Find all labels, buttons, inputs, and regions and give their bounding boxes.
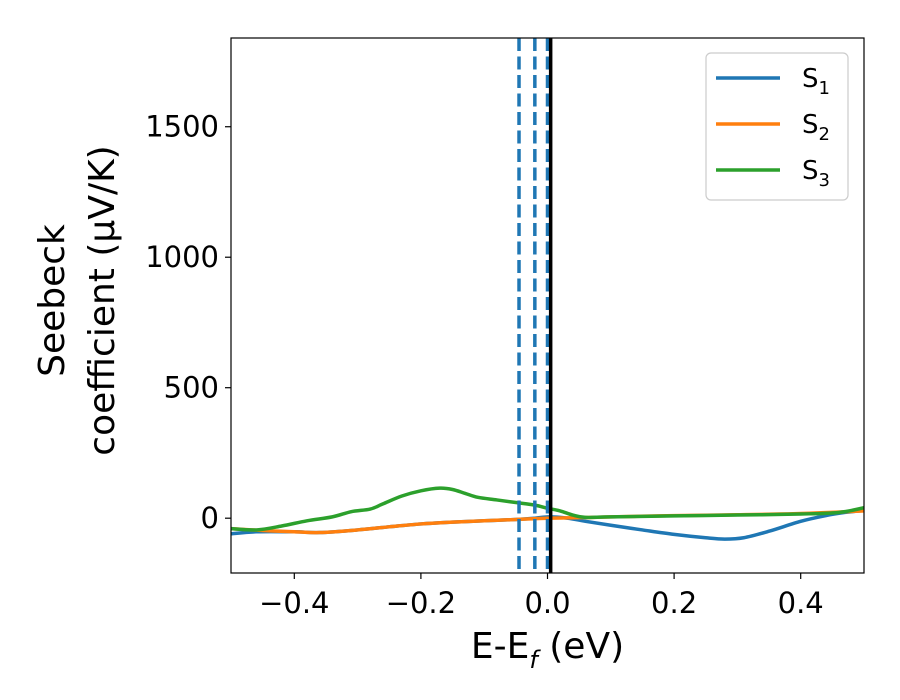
x-tick-label: −0.2 — [386, 586, 456, 620]
legend-label-s2: S2 — [802, 110, 830, 145]
y-tick-label: 0 — [201, 501, 219, 535]
legend-label-s3: S3 — [802, 156, 830, 191]
series-line-s3 — [231, 486, 864, 532]
x-axis-label: E-Ef (eV) — [471, 626, 624, 674]
legend-label-s1: S1 — [802, 64, 830, 99]
y-tick-label: 1000 — [145, 240, 219, 274]
y-axis-label-line2: coefficient (μV/K) — [82, 145, 123, 455]
legend: S1 S2 S3 — [705, 52, 849, 201]
y-tick-label: 1500 — [145, 110, 219, 144]
y-axis-label: Seebeck coefficient (μV/K) — [32, 145, 123, 455]
y-tick-label: 500 — [164, 371, 219, 405]
y-axis-label-line1: Seebeck — [32, 224, 73, 377]
legend-box — [705, 52, 849, 201]
vertical-lines — [517, 38, 553, 573]
x-tick-label: −0.4 — [259, 586, 329, 620]
x-axis-label-main: E-E — [471, 626, 529, 667]
x-tick-label: 0.2 — [651, 586, 697, 620]
series-layer — [231, 486, 864, 541]
x-axis-label-unit: (eV) — [538, 626, 624, 667]
x-tick-label: 0.4 — [778, 586, 824, 620]
x-tick-label: 0.0 — [524, 586, 570, 620]
x-ticks: −0.4 −0.2 0.0 0.2 0.4 — [259, 573, 824, 620]
y-ticks: 0 500 1000 1500 — [145, 110, 231, 535]
